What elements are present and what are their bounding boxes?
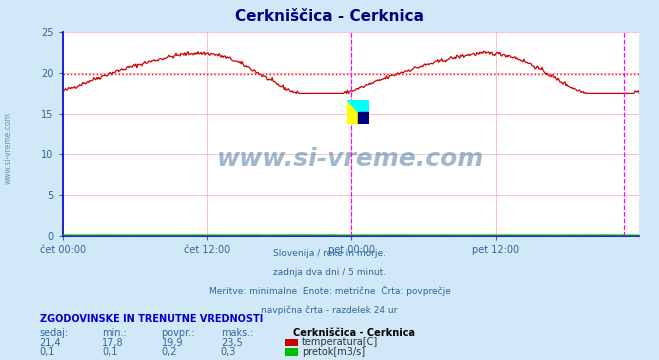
Text: www.si-vreme.com: www.si-vreme.com: [217, 147, 484, 171]
Text: 19,9: 19,9: [161, 338, 183, 348]
Text: 0,1: 0,1: [40, 347, 55, 357]
Text: 0,1: 0,1: [102, 347, 117, 357]
Text: pretok[m3/s]: pretok[m3/s]: [302, 347, 365, 357]
Text: Slovenija / reke in morje.: Slovenija / reke in morje.: [273, 249, 386, 258]
Text: www.si-vreme.com: www.si-vreme.com: [3, 112, 13, 184]
Text: temperatura[C]: temperatura[C]: [302, 337, 378, 347]
Text: Meritve: minimalne  Enote: metrične  Črta: povprečje: Meritve: minimalne Enote: metrične Črta:…: [208, 286, 451, 297]
Text: navpična črta - razdelek 24 ur: navpična črta - razdelek 24 ur: [262, 305, 397, 315]
Text: sedaj:: sedaj:: [40, 328, 69, 338]
Text: Cerkniščica - Cerknica: Cerkniščica - Cerknica: [235, 9, 424, 24]
Text: Cerkniščica - Cerknica: Cerkniščica - Cerknica: [293, 328, 415, 338]
Text: povpr.:: povpr.:: [161, 328, 195, 338]
Text: zadnja dva dni / 5 minut.: zadnja dva dni / 5 minut.: [273, 268, 386, 277]
Text: 17,8: 17,8: [102, 338, 124, 348]
Text: 23,5: 23,5: [221, 338, 243, 348]
Text: maks.:: maks.:: [221, 328, 253, 338]
Text: min.:: min.:: [102, 328, 127, 338]
Text: 0,2: 0,2: [161, 347, 177, 357]
Text: ZGODOVINSKE IN TRENUTNE VREDNOSTI: ZGODOVINSKE IN TRENUTNE VREDNOSTI: [40, 314, 263, 324]
Text: 0,3: 0,3: [221, 347, 236, 357]
Text: 21,4: 21,4: [40, 338, 61, 348]
